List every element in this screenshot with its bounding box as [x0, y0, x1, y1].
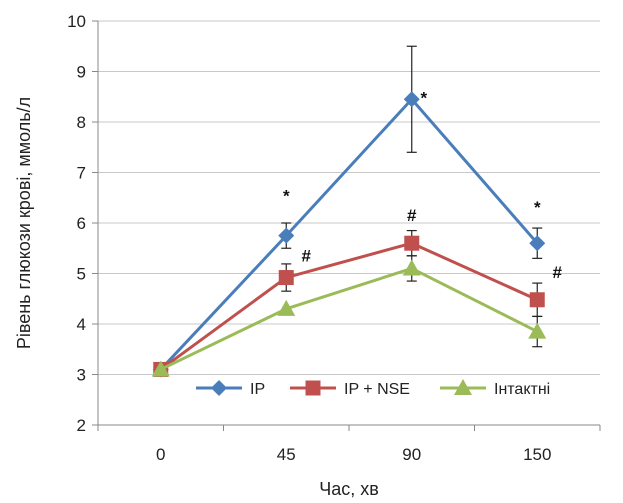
- legend-label: Інтактні: [494, 381, 550, 398]
- legend-swatch-marker: [211, 380, 227, 396]
- series-1: [153, 229, 545, 377]
- x-axis-title: Час, хв: [319, 479, 379, 499]
- legend-label: IP + NSE: [344, 381, 410, 398]
- series: [151, 45, 547, 378]
- legend-entry-0: IP: [196, 380, 265, 398]
- series-line: [160, 266, 538, 371]
- x-tick-label: 0: [156, 445, 165, 464]
- axes: [97, 21, 600, 426]
- annotation-mark: #: [553, 263, 563, 282]
- significance-annotations: * * * # # #: [283, 88, 563, 281]
- series-2: [151, 255, 547, 377]
- y-tick-label: 5: [77, 265, 86, 284]
- y-tick-label: 6: [77, 214, 86, 233]
- series-line: [159, 97, 539, 371]
- data-point: [278, 227, 295, 244]
- legend-swatch-marker: [305, 380, 321, 396]
- data-point: [529, 235, 546, 252]
- annotation-mark: #: [302, 247, 312, 266]
- y-tick-label: 3: [77, 366, 86, 385]
- data-point: [151, 360, 170, 377]
- x-tick-label: 45: [277, 445, 296, 464]
- y-tick-label: 2: [77, 416, 86, 435]
- y-tick-labels: 2 3 4 5 6 7 8 9 10: [67, 12, 86, 435]
- legend-swatch-marker: [454, 379, 472, 395]
- legend: IP IP + NSE Інтактні: [196, 379, 550, 398]
- y-tick-label: 4: [77, 315, 86, 334]
- data-point: [528, 322, 547, 339]
- data-point: [402, 259, 421, 276]
- y-tick-label: 9: [77, 63, 86, 82]
- legend-label: IP: [250, 381, 265, 398]
- y-axis-title: Рівень глюкози крові, ммоль/л: [14, 97, 34, 349]
- data-point: [529, 292, 545, 308]
- annotation-mark: *: [420, 88, 427, 107]
- series-0: [152, 45, 546, 378]
- data-point: [404, 235, 420, 251]
- data-point: [277, 299, 296, 316]
- annotation-mark: #: [407, 206, 417, 225]
- x-tick-labels: 0 45 90 150: [156, 445, 551, 464]
- annotation-mark: *: [534, 198, 541, 217]
- legend-entry-2: Інтактні: [440, 379, 550, 398]
- x-tick-label: 90: [402, 445, 421, 464]
- legend-entry-1: IP + NSE: [290, 380, 410, 398]
- y-tick-label: 8: [77, 113, 86, 132]
- data-point: [278, 270, 294, 286]
- y-tick-label: 7: [77, 164, 86, 183]
- data-point: [403, 91, 420, 108]
- y-tick-label: 10: [67, 12, 86, 31]
- x-tick-label: 150: [523, 445, 551, 464]
- grid: [92, 20, 601, 431]
- series-line: [159, 241, 538, 371]
- annotation-mark: *: [283, 187, 290, 206]
